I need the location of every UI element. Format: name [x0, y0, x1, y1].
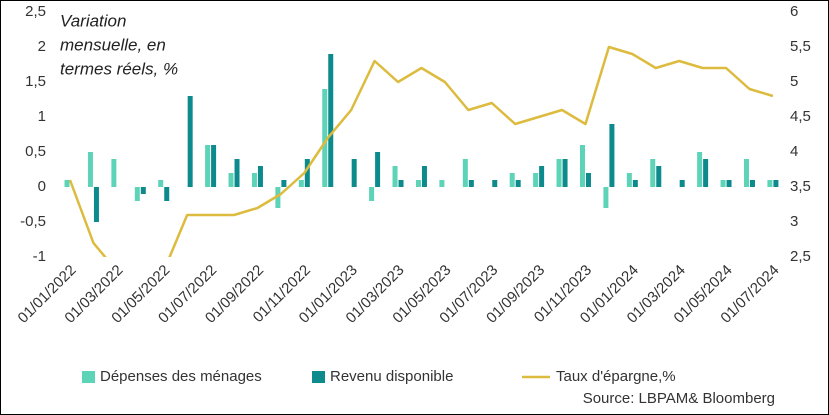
bar: [134, 187, 140, 201]
bar: [322, 89, 328, 187]
bar: [415, 180, 421, 187]
bar: [228, 173, 234, 187]
bar: [211, 145, 217, 187]
y-tick-label: 1: [38, 108, 46, 125]
y-tick-label: 1,5: [25, 73, 46, 90]
bar: [375, 152, 381, 187]
bar: [298, 180, 304, 187]
bar: [562, 159, 568, 187]
bar: [140, 187, 146, 194]
bar: [609, 124, 615, 187]
bar: [539, 166, 545, 187]
bar: [234, 159, 240, 187]
bar: [398, 180, 404, 187]
bar: [439, 180, 445, 187]
bar: [351, 159, 357, 187]
bar: [369, 187, 375, 201]
bar: [656, 166, 662, 187]
y-tick-label: 2: [38, 38, 46, 55]
y-tick-label: -1: [33, 248, 46, 265]
y2-tick-label: 2,5: [790, 248, 811, 265]
bar: [64, 180, 70, 187]
y2-tick-label: 5,5: [790, 38, 811, 55]
title-line: Variation: [60, 11, 126, 30]
bar: [603, 187, 609, 208]
y2-tick-label: 6: [790, 3, 798, 20]
bar: [93, 187, 99, 222]
bar: [87, 152, 93, 187]
y2-tick-label: 3,5: [790, 178, 811, 195]
bar: [579, 145, 585, 187]
bar: [187, 96, 193, 187]
bar: [773, 180, 779, 187]
bar: [767, 180, 773, 187]
bar: [632, 180, 638, 187]
bar: [679, 180, 685, 187]
line: [68, 45, 774, 257]
bar: [720, 180, 726, 187]
bar: [251, 173, 257, 187]
bar: [492, 180, 498, 187]
y2-tick-label: 4: [790, 143, 798, 160]
bar: [257, 166, 263, 187]
y2-tick-label: 4,5: [790, 108, 811, 125]
bar: [515, 180, 521, 187]
bar: [164, 187, 170, 201]
bar: [533, 173, 539, 187]
bar: [468, 180, 474, 187]
y2-tick-label: 3: [790, 213, 798, 230]
bar: [703, 159, 709, 187]
y-tick-label: 0,5: [25, 143, 46, 160]
bar: [749, 180, 755, 187]
bar: [111, 159, 117, 187]
legend-label: Revenu disponible: [330, 368, 453, 385]
title-line: mensuelle, en: [60, 35, 166, 54]
bar: [328, 54, 334, 187]
legend-label: Dépenses des ménages: [100, 368, 262, 385]
bar: [556, 159, 562, 187]
y-tick-label: 2,5: [25, 3, 46, 20]
plot: [64, 45, 779, 257]
bar: [509, 173, 515, 187]
y-tick-label: 0: [38, 178, 46, 195]
y2-tick-label: 5: [790, 73, 798, 90]
bar: [421, 166, 427, 187]
legend-swatch: [82, 371, 95, 383]
title-line: termes réels, %: [60, 59, 178, 78]
bar: [650, 159, 656, 187]
legend-label: Taux d'épargne,%: [556, 368, 676, 385]
bar: [158, 180, 164, 187]
bar: [726, 180, 732, 187]
y-tick-label: -0,5: [20, 213, 46, 230]
bar: [275, 187, 281, 208]
bar: [462, 159, 468, 187]
bar: [626, 173, 632, 187]
bar: [392, 166, 398, 187]
bar: [697, 152, 703, 187]
legend-swatch: [312, 371, 325, 383]
bar: [304, 159, 310, 187]
bar: [743, 159, 749, 187]
bar: [281, 180, 287, 187]
bar: [585, 173, 591, 187]
bar: [205, 145, 211, 187]
source: Source: LBPAM& Bloomberg: [583, 390, 775, 407]
